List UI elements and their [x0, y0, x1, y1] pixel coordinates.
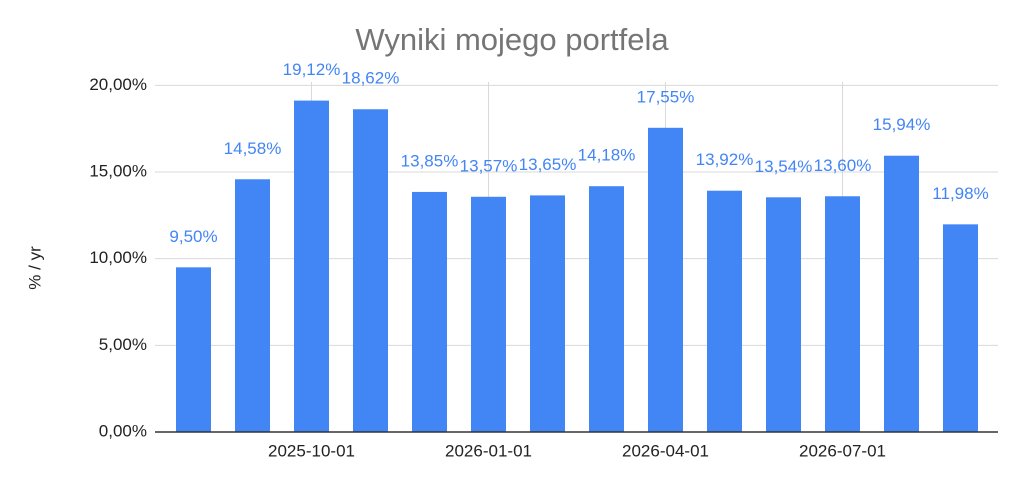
y-tick-label: 5,00%: [99, 335, 147, 354]
value-label: 14,18%: [578, 146, 636, 165]
value-label: 13,65%: [519, 155, 577, 174]
x-tick-label: 2026-01-01: [445, 441, 532, 460]
bar: [412, 191, 447, 432]
value-label: 19,12%: [283, 60, 341, 79]
y-axis-title: % / yr: [25, 246, 44, 290]
value-label: 18,62%: [342, 69, 400, 88]
value-label: 13,60%: [814, 156, 872, 175]
chart-title: Wyniki mojego portfela: [355, 22, 669, 57]
value-label: 15,94%: [873, 115, 931, 134]
value-label: 13,54%: [755, 157, 813, 176]
bar: [707, 190, 742, 432]
bar: [294, 100, 329, 432]
value-label: 17,55%: [637, 87, 695, 106]
bar: [589, 186, 624, 432]
x-tick-label: 2025-10-01: [268, 441, 355, 460]
y-tick-label: 20,00%: [89, 75, 147, 94]
bar: [471, 196, 506, 432]
y-tick-label: 10,00%: [89, 248, 147, 267]
value-label: 13,92%: [696, 150, 754, 169]
bar: [943, 224, 978, 432]
bar: [530, 195, 565, 432]
bar: [176, 267, 211, 432]
bar: [884, 155, 919, 432]
value-label: 13,57%: [460, 156, 518, 175]
bar: [353, 109, 388, 433]
bar: [648, 127, 683, 433]
bar: [766, 197, 801, 432]
y-tick-label: 0,00%: [99, 421, 147, 440]
value-label: 13,85%: [401, 151, 459, 170]
value-label: 11,98%: [932, 184, 988, 203]
x-tick-label: 2026-04-01: [622, 441, 709, 460]
y-tick-label: 15,00%: [89, 161, 147, 180]
value-label: 14,58%: [224, 139, 282, 158]
bar: [235, 179, 270, 432]
x-tick-label: 2026-07-01: [799, 441, 886, 460]
bar: [825, 196, 860, 432]
value-label: 9,50%: [169, 227, 217, 246]
